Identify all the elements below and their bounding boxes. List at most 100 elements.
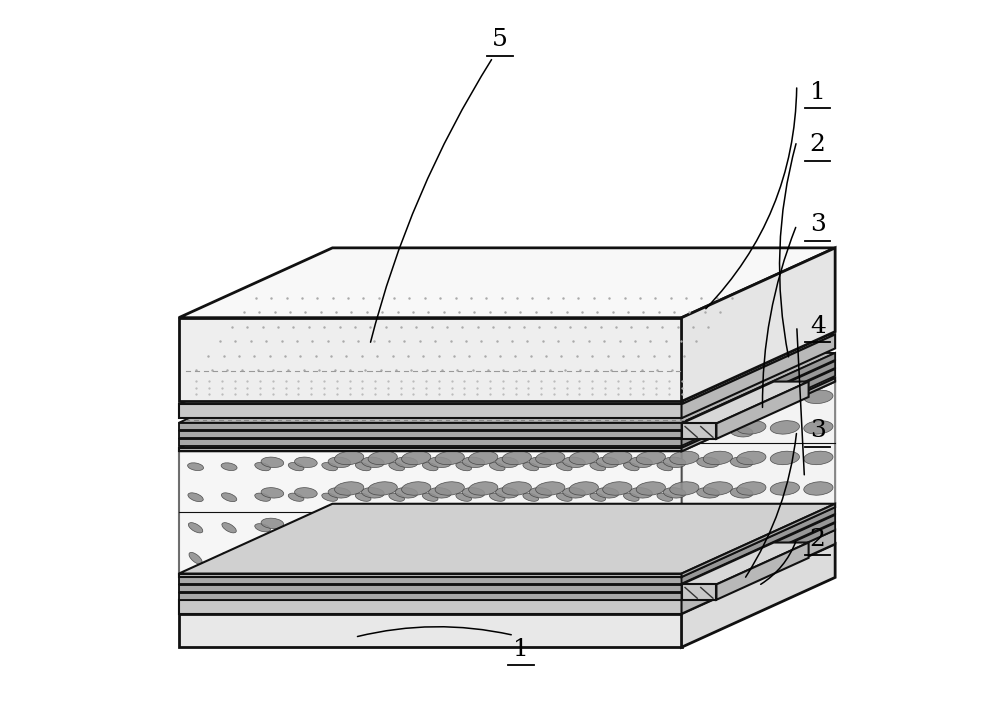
Ellipse shape xyxy=(362,518,384,529)
Ellipse shape xyxy=(496,488,518,498)
Ellipse shape xyxy=(623,463,639,471)
Ellipse shape xyxy=(703,421,732,434)
Ellipse shape xyxy=(456,463,472,471)
Ellipse shape xyxy=(697,426,719,437)
Ellipse shape xyxy=(636,390,665,404)
Polygon shape xyxy=(682,334,835,418)
Ellipse shape xyxy=(657,493,673,501)
Polygon shape xyxy=(179,439,682,446)
Polygon shape xyxy=(682,381,809,423)
Polygon shape xyxy=(179,515,835,585)
Ellipse shape xyxy=(697,457,719,468)
Ellipse shape xyxy=(569,451,598,465)
Ellipse shape xyxy=(402,482,431,495)
Ellipse shape xyxy=(529,488,552,498)
Ellipse shape xyxy=(523,493,539,501)
Ellipse shape xyxy=(395,457,418,468)
Ellipse shape xyxy=(456,524,472,532)
Ellipse shape xyxy=(355,463,371,471)
Ellipse shape xyxy=(189,552,202,564)
Ellipse shape xyxy=(335,390,364,404)
Ellipse shape xyxy=(529,457,552,468)
Ellipse shape xyxy=(630,488,652,498)
Ellipse shape xyxy=(328,488,351,498)
Ellipse shape xyxy=(255,524,270,532)
Polygon shape xyxy=(179,523,835,593)
Ellipse shape xyxy=(322,524,337,532)
Ellipse shape xyxy=(730,426,753,437)
Ellipse shape xyxy=(435,421,464,434)
Polygon shape xyxy=(179,451,682,573)
Ellipse shape xyxy=(328,457,351,468)
Ellipse shape xyxy=(188,523,203,533)
Ellipse shape xyxy=(737,421,766,434)
Polygon shape xyxy=(682,515,835,592)
Ellipse shape xyxy=(569,421,598,434)
Ellipse shape xyxy=(730,518,753,529)
Ellipse shape xyxy=(288,554,304,562)
Polygon shape xyxy=(179,504,835,573)
Ellipse shape xyxy=(523,554,539,562)
Ellipse shape xyxy=(623,554,639,562)
Ellipse shape xyxy=(590,463,606,471)
Ellipse shape xyxy=(368,390,397,404)
Ellipse shape xyxy=(389,524,405,532)
Ellipse shape xyxy=(663,457,686,468)
Ellipse shape xyxy=(523,524,539,532)
Ellipse shape xyxy=(402,390,431,404)
Ellipse shape xyxy=(596,457,619,468)
Ellipse shape xyxy=(630,518,652,529)
Ellipse shape xyxy=(395,518,418,529)
Ellipse shape xyxy=(335,482,364,495)
Polygon shape xyxy=(179,369,835,439)
Ellipse shape xyxy=(670,421,699,434)
Ellipse shape xyxy=(563,488,585,498)
Polygon shape xyxy=(179,573,682,577)
Ellipse shape xyxy=(630,426,652,437)
Ellipse shape xyxy=(469,390,498,404)
Ellipse shape xyxy=(222,552,236,564)
Ellipse shape xyxy=(502,482,531,495)
Ellipse shape xyxy=(663,488,686,498)
Ellipse shape xyxy=(462,488,485,498)
Ellipse shape xyxy=(636,421,665,434)
Ellipse shape xyxy=(563,426,585,437)
Ellipse shape xyxy=(295,518,317,529)
Polygon shape xyxy=(179,423,682,430)
Ellipse shape xyxy=(429,488,451,498)
Polygon shape xyxy=(179,431,682,438)
Ellipse shape xyxy=(368,421,397,434)
Ellipse shape xyxy=(697,518,719,529)
Ellipse shape xyxy=(355,554,371,562)
Ellipse shape xyxy=(422,493,438,501)
Ellipse shape xyxy=(536,482,565,495)
Ellipse shape xyxy=(261,426,284,437)
Text: 4: 4 xyxy=(810,315,826,338)
Polygon shape xyxy=(682,523,835,600)
Ellipse shape xyxy=(804,421,833,434)
Ellipse shape xyxy=(489,463,505,471)
Ellipse shape xyxy=(188,493,203,502)
Ellipse shape xyxy=(737,451,766,465)
Polygon shape xyxy=(179,378,835,448)
Ellipse shape xyxy=(636,451,665,465)
Ellipse shape xyxy=(590,493,606,501)
Ellipse shape xyxy=(489,493,505,501)
Ellipse shape xyxy=(462,457,485,468)
Ellipse shape xyxy=(456,554,472,562)
Polygon shape xyxy=(179,381,835,451)
Ellipse shape xyxy=(590,524,606,532)
Ellipse shape xyxy=(402,421,431,434)
Ellipse shape xyxy=(703,451,732,465)
Ellipse shape xyxy=(389,493,405,501)
Ellipse shape xyxy=(469,421,498,434)
Ellipse shape xyxy=(529,426,552,437)
Ellipse shape xyxy=(362,488,384,498)
Polygon shape xyxy=(179,577,682,584)
Polygon shape xyxy=(682,507,835,584)
Ellipse shape xyxy=(422,524,438,532)
Polygon shape xyxy=(682,504,835,577)
Ellipse shape xyxy=(657,524,673,532)
Ellipse shape xyxy=(770,421,799,434)
Ellipse shape xyxy=(804,390,833,404)
